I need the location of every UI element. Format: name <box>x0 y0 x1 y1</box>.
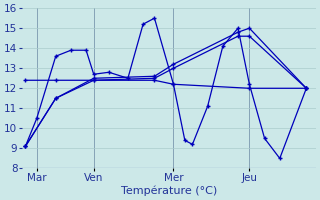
X-axis label: Température (°C): Température (°C) <box>121 185 217 196</box>
